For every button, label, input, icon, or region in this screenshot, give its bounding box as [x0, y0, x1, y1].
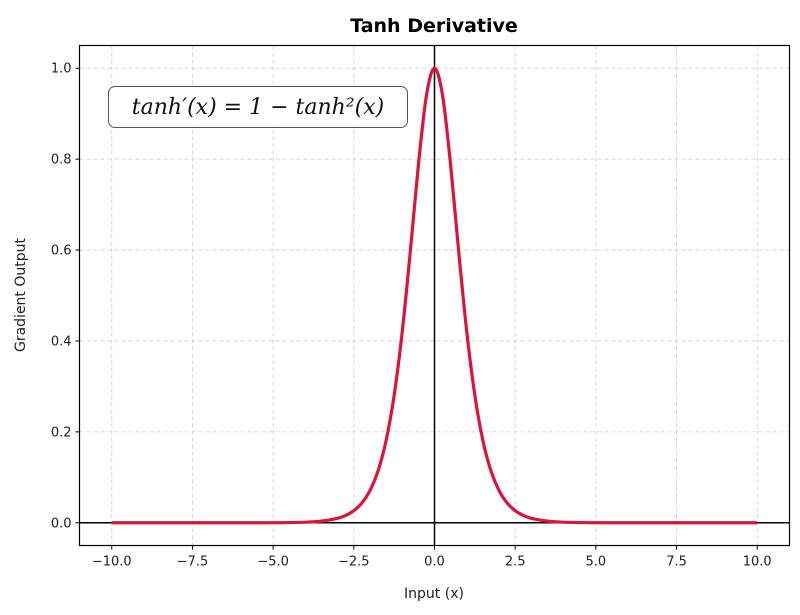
x-tick-label: 0.0	[424, 555, 445, 570]
x-tick-label: −2.5	[338, 555, 370, 570]
formula-annotation: tanh′(x) = 1 − tanh²(x)	[108, 86, 408, 128]
x-tick-label: 7.5	[666, 555, 687, 570]
x-axis-label: Input (x)	[404, 586, 464, 602]
series-line	[111, 66, 758, 525]
x-tick-label: −5.0	[257, 555, 289, 570]
x-tick-label: 10.0	[743, 555, 772, 570]
x-axis: −10.0 −7.5 −5.0 −2.5 0.0 2.5 5.0 7.5 10.0	[92, 545, 772, 570]
y-axis: 0.0 0.2 0.4 0.6 0.8 1.0	[51, 62, 80, 531]
x-tick-label: 2.5	[505, 555, 526, 570]
y-tick-label: 0.8	[51, 153, 72, 168]
y-tick-label: 0.4	[51, 334, 72, 349]
y-axis-label: Gradient Output	[13, 237, 29, 352]
y-tick-label: 1.0	[51, 62, 72, 77]
chart-title: Tanh Derivative	[350, 15, 518, 37]
x-tick-label: −7.5	[177, 555, 209, 570]
y-tick-label: 0.2	[51, 425, 72, 440]
y-tick-label: 0.6	[51, 244, 72, 259]
y-tick-label: 0.0	[51, 516, 72, 531]
x-tick-label: −10.0	[92, 555, 132, 570]
x-tick-label: 5.0	[586, 555, 607, 570]
